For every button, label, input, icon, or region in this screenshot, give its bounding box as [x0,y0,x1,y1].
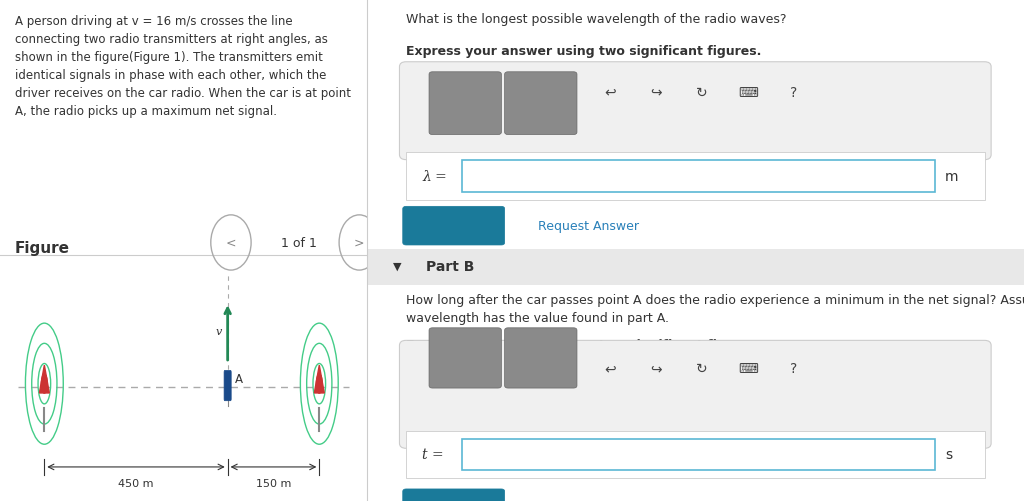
FancyBboxPatch shape [407,153,984,200]
FancyBboxPatch shape [399,341,991,448]
Text: λ =: λ = [423,169,447,183]
Text: ?: ? [791,86,798,100]
Text: v: v [215,326,222,336]
Text: Express your answer using two significant figures.: Express your answer using two significan… [407,45,762,58]
Text: m: m [945,169,958,183]
Circle shape [316,374,323,393]
Polygon shape [39,365,49,393]
FancyBboxPatch shape [505,328,577,388]
Text: AΣφ: AΣφ [529,363,553,373]
Text: ↻: ↻ [696,86,708,100]
Text: >: > [354,236,365,249]
Polygon shape [314,365,325,393]
Circle shape [41,374,47,393]
Text: AΣφ: AΣφ [529,88,553,98]
Text: ?: ? [791,361,798,375]
FancyBboxPatch shape [462,439,935,470]
Text: Part B: Part B [426,260,474,274]
Text: A: A [236,372,244,385]
Text: ▼: ▼ [393,262,401,272]
Text: Figure: Figure [14,240,70,256]
Text: ↻: ↻ [696,361,708,375]
Text: ⌨: ⌨ [738,86,758,100]
Text: 450 m: 450 m [118,478,154,488]
Text: ↪: ↪ [650,361,662,375]
Text: s: s [945,447,952,461]
Text: A person driving at v = 16 m/s crosses the line
connecting two radio transmitter: A person driving at v = 16 m/s crosses t… [14,15,350,118]
FancyBboxPatch shape [402,207,505,245]
FancyBboxPatch shape [367,249,1024,286]
Text: ↩: ↩ [604,361,615,375]
Text: 150 m: 150 m [256,478,291,488]
FancyBboxPatch shape [224,371,231,401]
Text: Express your answer using two significant figures.: Express your answer using two significan… [407,338,762,351]
Text: How long after the car passes point A does the radio experience a minimum in the: How long after the car passes point A do… [407,293,1024,324]
Text: ■√□: ■√□ [453,363,478,373]
FancyBboxPatch shape [462,160,935,193]
FancyBboxPatch shape [429,328,502,388]
Text: t =: t = [423,447,444,461]
FancyBboxPatch shape [407,431,984,478]
Text: <: < [225,236,237,249]
Text: ↪: ↪ [650,86,662,100]
Text: ↩: ↩ [604,86,615,100]
Text: ■√□: ■√□ [453,88,478,98]
FancyBboxPatch shape [402,489,505,501]
Text: ⌨: ⌨ [738,361,758,375]
FancyBboxPatch shape [399,63,991,160]
FancyBboxPatch shape [429,73,502,135]
Text: Submit: Submit [429,219,479,232]
FancyBboxPatch shape [505,73,577,135]
Text: 1 of 1: 1 of 1 [281,236,316,249]
Text: Request Answer: Request Answer [538,219,639,232]
Text: What is the longest possible wavelength of the radio waves?: What is the longest possible wavelength … [407,13,786,26]
